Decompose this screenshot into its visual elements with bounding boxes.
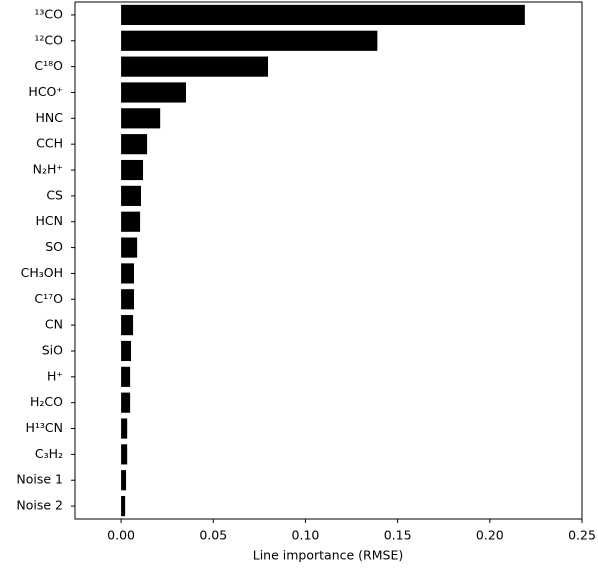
bar — [121, 392, 131, 413]
bar — [121, 108, 161, 129]
x-tick-label: 0.05 — [199, 528, 227, 543]
y-tick-label: SiO — [42, 342, 63, 357]
y-tick-label: C₃H₂ — [35, 446, 63, 461]
y-tick-label: HCN — [36, 213, 63, 228]
y-tick-label: N₂H⁺ — [33, 162, 63, 177]
bar — [121, 366, 131, 387]
y-tick-label: SO — [45, 239, 63, 254]
y-tick-label: CS — [46, 187, 63, 202]
x-axis-label: Line importance (RMSE) — [253, 548, 403, 563]
y-tick-label: C¹⁸O — [34, 58, 63, 73]
bar — [121, 4, 525, 26]
y-tick-label: ¹³CO — [34, 6, 63, 21]
x-tick-label: 0.00 — [107, 528, 135, 543]
bar — [121, 470, 127, 491]
bar — [121, 263, 134, 284]
y-tick-label: ¹²CO — [34, 32, 63, 47]
x-tick-label: 0.15 — [384, 528, 412, 543]
bar — [121, 315, 134, 336]
bar — [121, 211, 141, 232]
bar — [121, 495, 126, 517]
y-tick-label: CCH — [36, 136, 63, 151]
y-tick-label: H¹³CN — [26, 420, 64, 435]
bar — [121, 418, 128, 439]
plot-frame — [74, 1, 583, 520]
bar — [121, 185, 142, 206]
x-tick-label: 0.25 — [568, 528, 596, 543]
y-tick-label: Noise 2 — [16, 498, 63, 513]
x-tick-label: 0.20 — [476, 528, 504, 543]
bar — [121, 237, 138, 258]
y-tick-label: H₂CO — [30, 394, 63, 409]
y-tick-label: H⁺ — [47, 368, 63, 383]
y-tick-label: C¹⁷O — [34, 291, 63, 306]
y-tick-label: CN — [45, 317, 63, 332]
bar — [121, 82, 186, 103]
bar — [121, 159, 144, 181]
bar — [121, 340, 132, 362]
bar — [121, 134, 148, 155]
y-tick-label: Noise 1 — [16, 472, 63, 487]
bar — [121, 56, 269, 77]
y-tick-label: CH₃OH — [21, 265, 63, 280]
y-tick-label: HCO⁺ — [28, 84, 63, 99]
x-tick-label: 0.10 — [292, 528, 320, 543]
y-tick-label: HNC — [36, 110, 64, 125]
bar — [121, 444, 128, 465]
bar — [121, 30, 378, 51]
bar — [121, 289, 134, 310]
